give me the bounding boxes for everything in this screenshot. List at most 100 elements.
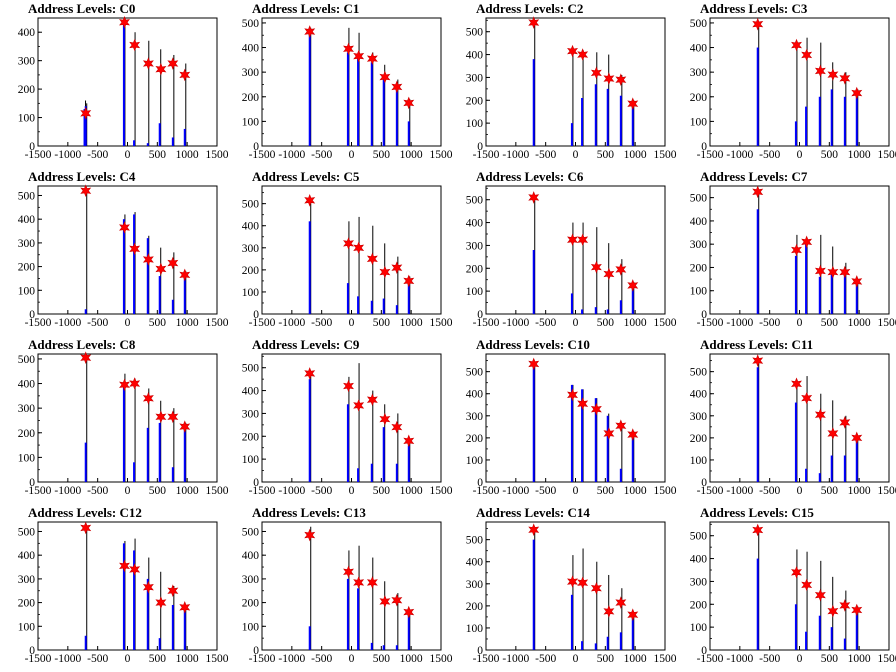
histogram-bar [805,106,808,146]
peak-marker [343,565,354,579]
peak-marker [167,57,179,70]
histogram-bar [830,455,833,482]
x-tick-label: -1000 [502,149,529,161]
peak-marker [80,351,92,364]
peak-marker [403,605,415,619]
x-tick-label: 1500 [430,485,453,497]
y-tick-label: 0 [701,309,707,321]
histogram-bar [146,143,149,146]
peak-marker [391,593,403,607]
x-tick-label: -500 [311,317,332,329]
histogram-bar [794,121,797,146]
peak-marker [814,408,826,421]
x-tick-label: 1500 [654,485,677,497]
y-tick-label: 0 [701,477,707,489]
histogram-bar [133,462,136,482]
peak-marker [80,521,92,535]
x-tick-label: 1500 [878,317,896,329]
x-tick-label: 500 [597,317,615,329]
y-tick-label: 0 [253,309,259,321]
x-tick-label: 500 [149,485,167,497]
x-tick-label: 1500 [878,149,896,161]
peak-marker [851,431,863,445]
peak-marker [353,399,365,412]
peak-marker [567,44,578,58]
chart-panel: Address Levels: C4 0 100 200 300 400 500 -1500-… [0,168,229,336]
histogram-bar [357,588,360,650]
x-tick-label: 1000 [400,653,423,665]
y-tick-label: 0 [477,141,483,153]
y-tick-label: 200 [18,598,36,610]
histogram-bar [158,276,161,314]
histogram-bar [308,221,311,314]
plot-frame [709,353,890,483]
x-tick-label: -500 [311,149,332,161]
x-tick-label: -500 [535,485,556,497]
x-tick-label: -500 [759,317,780,329]
x-tick-label: -500 [87,653,108,665]
y-tick-label: 500 [242,526,260,538]
histogram-bar [133,550,136,650]
peak-marker [353,576,365,589]
peak-marker [155,596,167,609]
peak-marker [304,194,316,207]
histogram-bar [843,638,846,650]
chart-title: Address Levels: C6 [476,169,584,184]
histogram-bar [370,300,373,314]
x-tick-label: 1000 [624,149,647,161]
x-tick-label: 500 [149,149,167,161]
plot-frame [37,353,218,483]
histogram-bar [818,615,821,650]
chart-svg: Address Levels: C14 0 100 200 300 400 500 -1500… [466,505,677,665]
chart-title: Address Levels: C14 [476,505,590,520]
y-tick-label: 200 [242,92,260,104]
peak-marker [379,595,391,608]
y-tick-label: 0 [253,477,259,489]
plot-frame [485,521,666,651]
peak-marker [567,388,578,402]
y-tick-label: 400 [242,221,260,233]
chart-svg: Address Levels: C40100200300400500-1500-… [18,169,229,329]
x-tick-label: -1000 [54,149,81,161]
y-tick-label: 500 [466,367,484,379]
x-tick-label: -1000 [502,653,529,665]
x-tick-label: 1000 [400,149,423,161]
chart-title: Address Levels: C4 [28,169,136,184]
y-tick-label: 200 [18,84,36,96]
peak-marker [129,38,141,52]
chart-panel: Address Levels: C13 0 100 200 300 400 500 -1500… [224,504,453,672]
y-tick-label: 200 [242,598,260,610]
x-tick-label: 500 [597,485,615,497]
chart-panel: Address Levels: C0 0 100 200 300 400 -1500 -100… [0,0,229,168]
peak-marker [791,38,802,52]
y-tick-label: 100 [18,621,36,633]
x-tick-label: 1000 [848,485,871,497]
y-tick-label: 200 [690,599,708,611]
chart-title: Address Levels: C10 [476,337,590,352]
x-tick-label: 1000 [176,317,199,329]
x-tick-label: -1500 [25,317,52,329]
chart-svg: Address Levels: C70100200300400500-1500-… [690,169,896,329]
x-tick-label: -500 [759,149,780,161]
histogram-bar [843,274,846,314]
histogram-bar [830,89,833,146]
y-tick-label: 400 [466,50,484,62]
chart-svg: Address Levels: C0 0 100 200 300 400 -1500 -100… [18,1,229,161]
x-tick-label: 1000 [848,653,871,665]
x-tick-label: -1500 [697,149,724,161]
y-tick-label: 0 [29,645,35,657]
y-tick-label: 0 [29,477,35,489]
y-tick-label: 300 [690,239,708,251]
peak-marker [379,70,391,84]
chart-panel: Address Levels: C7 0 100 200 300 400 500 -1500-… [672,168,896,336]
peak-marker [627,428,639,441]
y-tick-label: 500 [466,535,484,547]
y-tick-label: 300 [18,403,36,415]
chart-panel: Address Levels: C1 0 100 200 300 400 500 -1500-… [224,0,453,168]
peak-marker [839,599,851,612]
peak-marker [791,565,802,579]
x-tick-label: 500 [821,653,839,665]
x-tick-label: 1000 [400,485,423,497]
histogram-bar [805,631,808,650]
x-tick-label: -1000 [54,485,81,497]
